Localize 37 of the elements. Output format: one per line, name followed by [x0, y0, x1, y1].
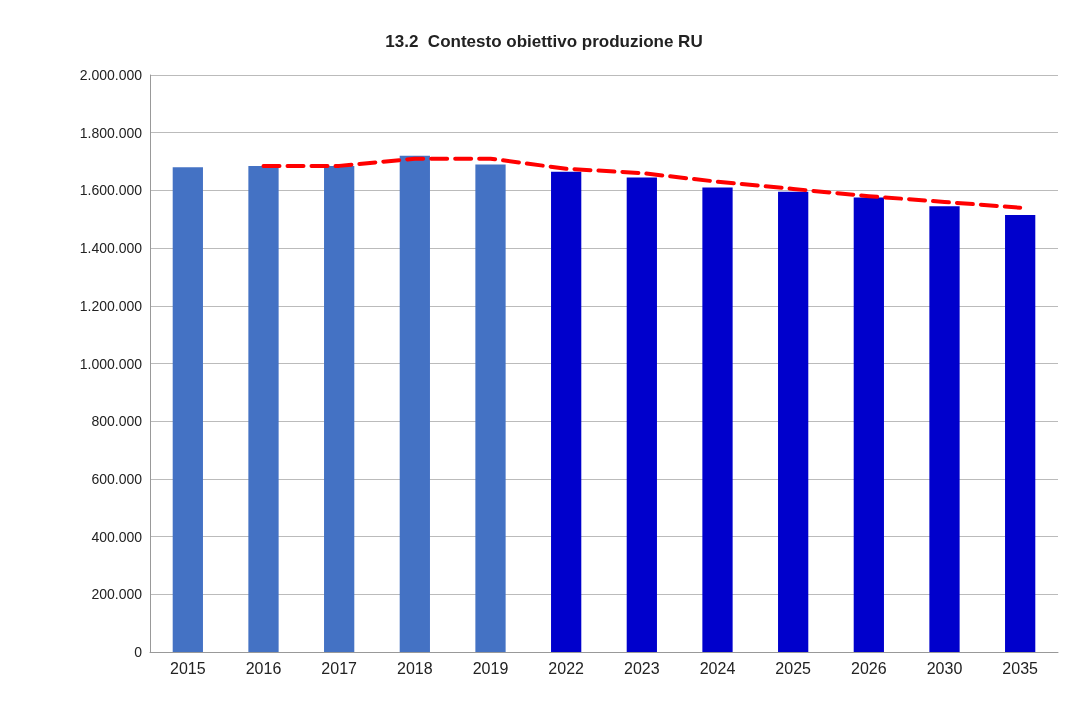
bar — [324, 165, 355, 652]
y-tick-label: 1.800.000 — [79, 124, 143, 141]
x-tick-label: 2018 — [397, 659, 433, 677]
bar — [929, 206, 960, 652]
bar — [778, 191, 809, 652]
y-tick-label: 2.000.000 — [79, 67, 143, 83]
x-tick-label: 2026 — [851, 659, 887, 677]
x-tick-label: 2024 — [699, 659, 736, 677]
line-series — [261, 156, 1023, 210]
x-tick-label: 2016 — [245, 659, 282, 677]
bar — [399, 155, 430, 652]
y-tick-label: 1.600.000 — [79, 182, 143, 199]
bar — [853, 197, 884, 652]
y-tick-label: 600.000 — [91, 470, 143, 487]
bar — [626, 177, 657, 652]
bar — [248, 165, 279, 652]
x-tick-label: 2022 — [548, 659, 585, 677]
x-tick-label: 2025 — [775, 659, 812, 677]
x-tick-label: 2017 — [321, 659, 358, 677]
bar — [475, 164, 506, 652]
x-tick-label: 2023 — [624, 659, 660, 677]
y-tick-label: 1.000.000 — [79, 355, 143, 372]
bar — [702, 187, 733, 652]
x-tick-label: 2035 — [1002, 659, 1039, 677]
bar — [172, 167, 203, 652]
y-tick-label: 400.000 — [91, 528, 143, 545]
x-tick-label: 2015 — [170, 659, 206, 677]
y-tick-label: 800.000 — [91, 413, 143, 430]
bar — [1005, 214, 1036, 652]
y-tick-label: 0 — [134, 644, 143, 660]
bar — [551, 171, 582, 652]
chart-title: 13.2 Contesto obiettivo produzione RU — [385, 32, 703, 51]
y-tick-label: 1.200.000 — [79, 297, 143, 314]
x-tick-label: 2030 — [926, 659, 963, 677]
y-tick-label: 200.000 — [91, 586, 143, 603]
x-tick-label: 2019 — [472, 659, 509, 677]
y-tick-label: 1.400.000 — [79, 240, 143, 257]
